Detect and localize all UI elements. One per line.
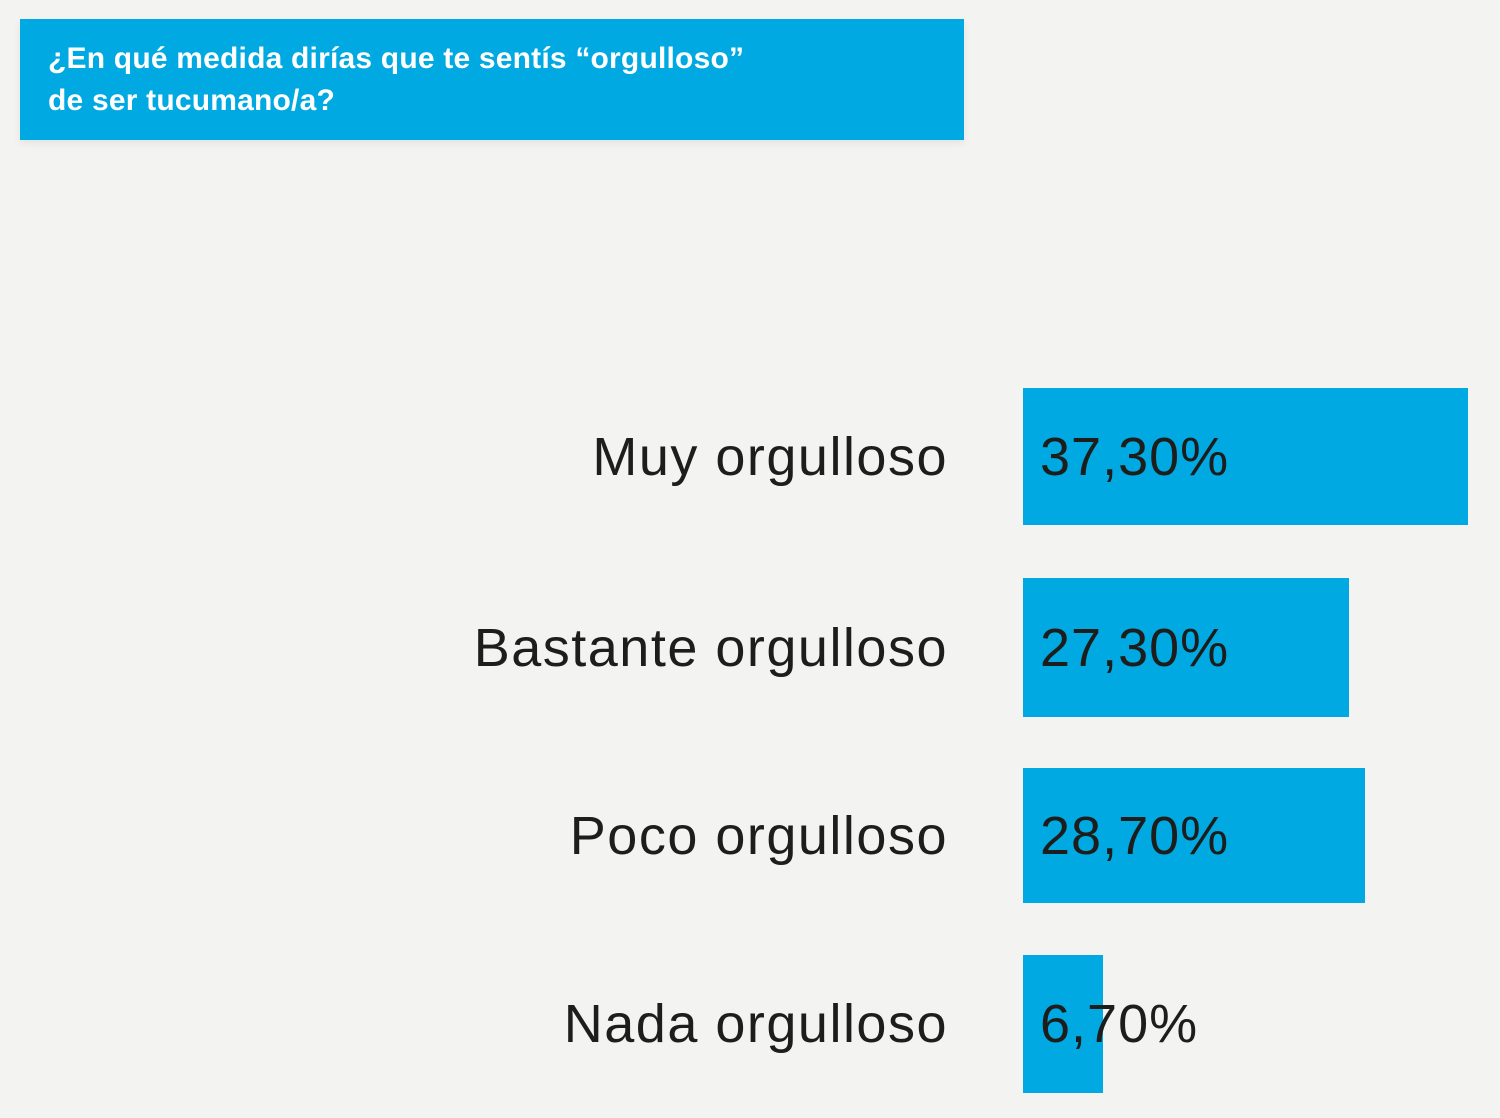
bar xyxy=(1023,578,1349,717)
chart-row: Poco orgulloso 28,70% xyxy=(0,768,1500,903)
question-title-line1: ¿En qué medida dirías que te sentís “org… xyxy=(48,41,745,75)
chart-row: Nada orgulloso 6,70% xyxy=(0,955,1500,1093)
category-label: Bastante orgulloso xyxy=(473,617,948,678)
category-label: Nada orgulloso xyxy=(563,994,948,1054)
value-label: 27,30% xyxy=(1040,617,1230,678)
bar xyxy=(1023,955,1103,1093)
value-label: 37,30% xyxy=(1040,426,1230,487)
value-label: 6,70% xyxy=(1040,994,1199,1054)
value-label: 28,70% xyxy=(1040,805,1230,866)
chart-row: Muy orgulloso 37,30% xyxy=(0,388,1500,525)
question-title-box: ¿En qué medida dirías que te sentís “org… xyxy=(20,19,964,140)
category-label: Muy orgulloso xyxy=(592,426,948,487)
bar xyxy=(1023,768,1365,903)
category-label: Poco orgulloso xyxy=(569,805,948,866)
bar xyxy=(1023,388,1468,525)
chart-row: Bastante orgulloso 27,30% xyxy=(0,578,1500,717)
question-title-line2: de ser tucumano/a? xyxy=(48,83,336,117)
